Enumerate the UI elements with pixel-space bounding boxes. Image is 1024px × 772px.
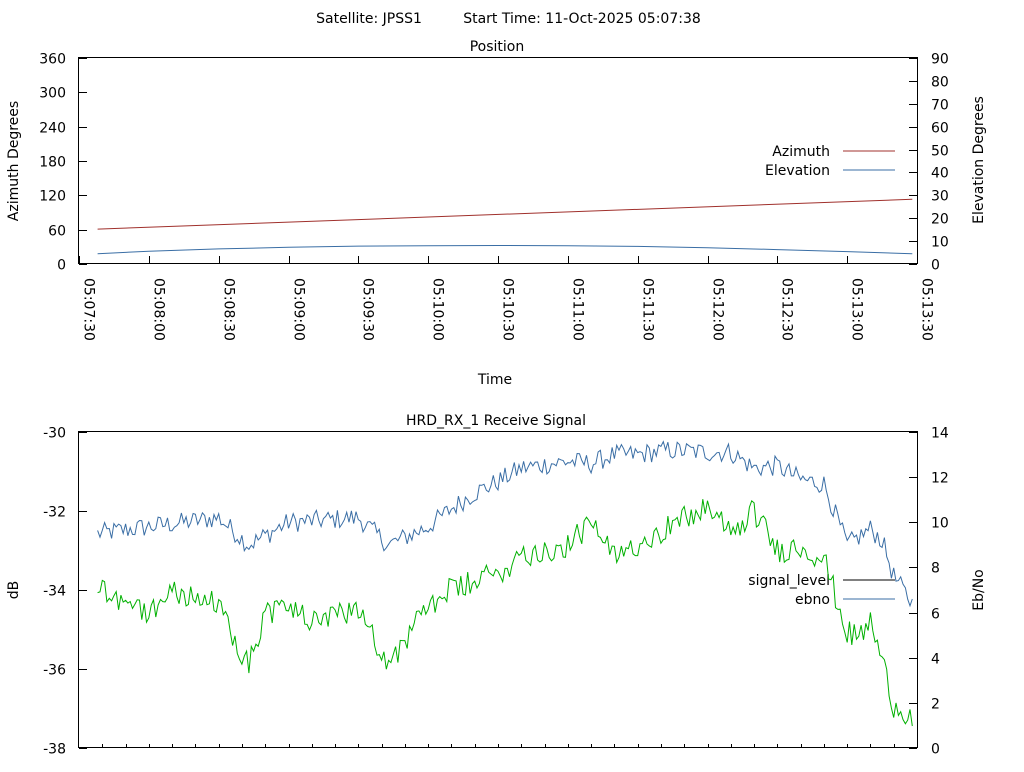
signal-y2-axis-label: Eb/No — [971, 569, 987, 611]
position-y2-axis-label: Elevation Degrees — [971, 96, 987, 224]
position-y-tick-label: 300 — [39, 86, 66, 102]
position-y2-tick-label: 50 — [931, 144, 949, 160]
position-y2-tick-label: 20 — [931, 212, 949, 228]
position-x-tick-label: 05:10:30 — [500, 278, 516, 341]
signal-y-axis-label: dB — [6, 581, 22, 600]
position-x-tick-label: 05:13:30 — [919, 278, 935, 341]
signal-y2-tick-label: 6 — [931, 607, 940, 623]
azimuth-series-line — [97, 198, 913, 230]
signal-y-tick-label: -30 — [43, 426, 66, 442]
signal-y2-tick-label: 12 — [931, 471, 949, 487]
start-time-label: Start Time: 11-Oct-2025 05:07:38 — [463, 11, 701, 27]
position-plot-frame — [78, 57, 918, 264]
legend-elevation-label: Elevation — [765, 163, 830, 179]
position-y2-tick-label: 30 — [931, 189, 949, 205]
legend-ebno-label: ebno — [795, 592, 830, 608]
position-y2-tick-label: 70 — [931, 98, 949, 114]
position-y2-tick-label: 10 — [931, 235, 949, 251]
legend-azimuth-label: Azimuth — [772, 144, 830, 160]
position-x-tick-label: 05:08:00 — [151, 278, 167, 341]
position-y2-tick-label: 80 — [931, 75, 949, 91]
legend-signal-level-label: signal_level — [748, 573, 830, 589]
signal-y2-tick-label: 8 — [931, 561, 940, 577]
signal-y2-tick-label: 0 — [931, 742, 940, 758]
position-x-tick-label: 05:08:30 — [221, 278, 237, 341]
signal-chart-title: HRD_RX_1 Receive Signal — [406, 413, 586, 429]
position-y-tick-label: 120 — [39, 189, 66, 205]
elevation-series-line — [97, 244, 913, 255]
signal-level-series-line — [97, 499, 913, 727]
position-chart-title: Position — [470, 39, 525, 55]
position-x-tick-label: 05:09:00 — [291, 278, 307, 341]
position-x-axis-label: Time — [477, 372, 512, 388]
position-chart: Position Azimuth Degrees Elevation Degre… — [6, 39, 987, 388]
position-x-tick-label: 05:09:30 — [360, 278, 376, 341]
signal-chart: HRD_RX_1 Receive Signal dB Eb/No signal_… — [6, 413, 987, 758]
position-y-tick-label: 240 — [39, 121, 66, 137]
position-x-tick-label: 05:12:30 — [779, 278, 795, 341]
position-x-tick-label: 05:11:30 — [640, 278, 656, 341]
signal-y-tick-label: -32 — [43, 505, 66, 521]
signal-y-tick-label: -34 — [43, 584, 66, 600]
position-x-tick-label: 05:07:30 — [81, 278, 97, 341]
position-y-tick-label: 0 — [57, 258, 66, 274]
position-y2-tick-label: 90 — [931, 52, 949, 68]
position-y2-tick-label: 0 — [931, 258, 940, 274]
signal-y2-tick-label: 14 — [931, 426, 949, 442]
signal-y2-tick-label: 10 — [931, 516, 949, 532]
signal-y-tick-label: -38 — [43, 742, 66, 758]
position-y2-tick-label: 60 — [931, 121, 949, 137]
position-y-tick-label: 360 — [39, 52, 66, 68]
signal-y2-tick-label: 2 — [931, 697, 940, 713]
signal-y-tick-label: -36 — [43, 663, 66, 679]
position-x-tick-label: 05:13:00 — [849, 278, 865, 341]
position-y-tick-label: 60 — [48, 224, 66, 240]
satellite-label: Satellite: JPSS1 — [316, 11, 422, 27]
position-x-tick-label: 05:10:00 — [430, 278, 446, 341]
position-y-tick-label: 180 — [39, 155, 66, 171]
signal-plot-frame — [78, 431, 918, 748]
position-y2-tick-label: 40 — [931, 166, 949, 182]
position-x-tick-label: 05:12:00 — [710, 278, 726, 341]
position-y-axis-label: Azimuth Degrees — [6, 101, 22, 221]
signal-y2-tick-label: 4 — [931, 652, 940, 668]
ebno-series-line — [97, 440, 913, 608]
position-x-tick-label: 05:11:00 — [570, 278, 586, 341]
